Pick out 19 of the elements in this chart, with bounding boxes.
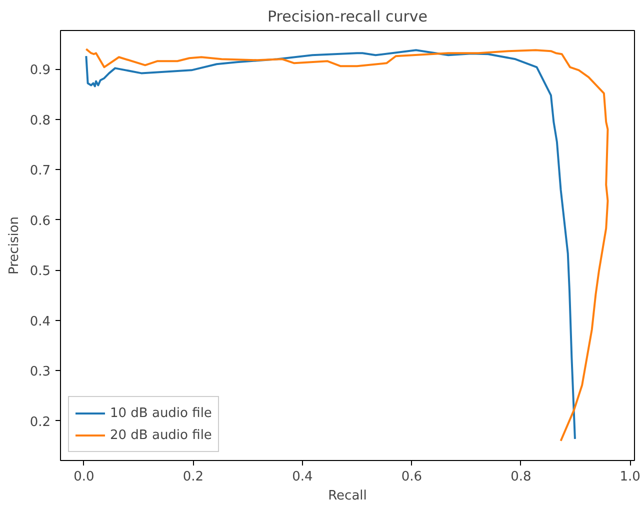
x-axis-title: Recall [328,488,367,504]
y-tick-label: 0.7 [30,164,51,179]
x-tick-label: 0.6 [401,470,422,484]
y-tick-label: 0.5 [30,264,51,280]
y-tick-label: 0.9 [30,63,51,78]
y-tick-label: 0.6 [30,214,51,229]
y-tick-label: 0.2 [30,414,51,430]
y-tick-label: 0.4 [30,314,51,330]
x-tick-label: 1.0 [620,470,640,484]
x-tick-label: 0.4 [292,470,313,484]
y-tick-label: 0.3 [30,364,51,380]
y-tick-label: 0.8 [30,113,51,128]
legend-label: 10 dB audio file [110,406,212,420]
legend-label: 20 dB audio file [110,428,212,442]
x-tick-label: 0.2 [182,470,204,484]
x-tick-label: 0.0 [74,470,94,484]
chart-title: Precision-recall curve [268,8,428,26]
y-axis-title: Precision [6,216,22,274]
x-tick-label: 0.8 [510,470,532,484]
